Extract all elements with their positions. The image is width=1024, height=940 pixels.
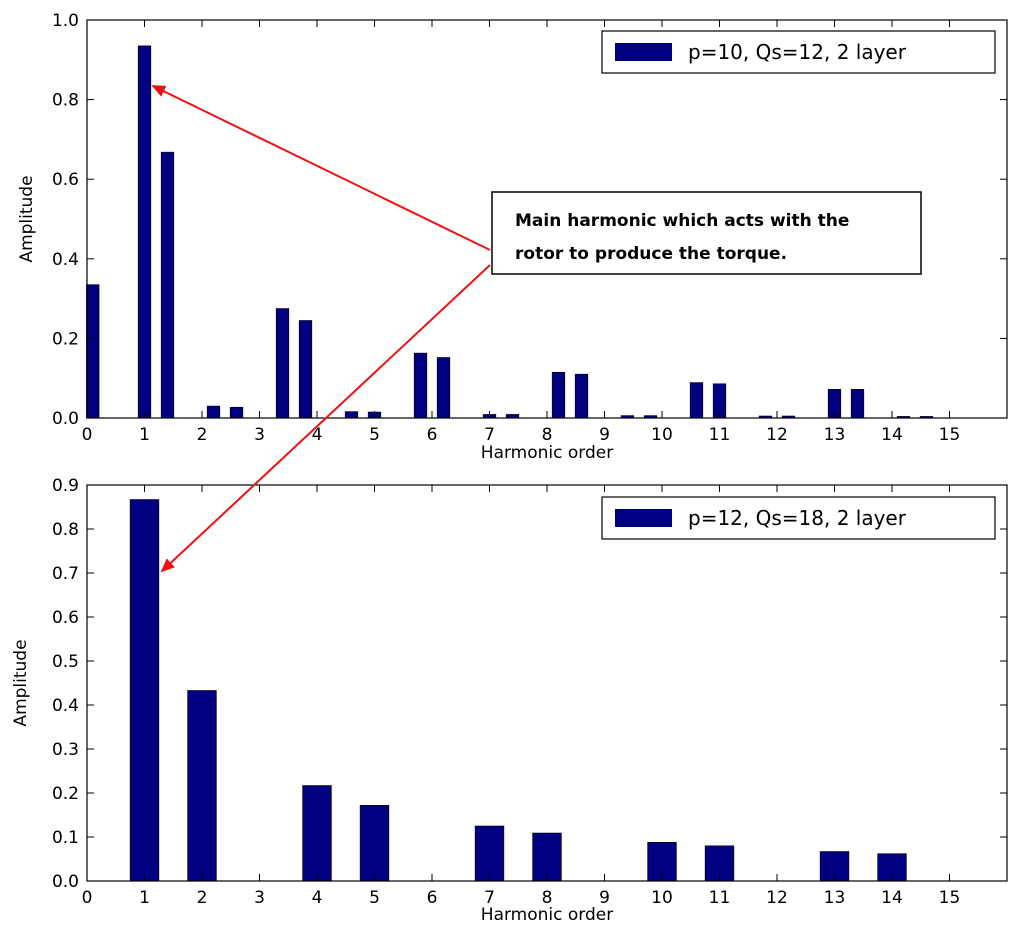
top-x-tick-label: 2	[197, 425, 208, 445]
bottom-x-tick-label: 4	[312, 888, 323, 908]
bottom-y-tick-label: 0.9	[52, 476, 79, 496]
top-bar	[574, 373, 589, 419]
top-chart: 0.00.20.40.60.81.0 0 1 2 3 4 5 6 7 8 9 10 11 12 13 14 1…	[17, 11, 1008, 463]
top-y-tick-label: 0.6	[52, 170, 79, 190]
top-bar	[137, 45, 152, 419]
bottom-x-tick-label: 1	[139, 888, 150, 908]
top-x-tick-label: 14	[881, 425, 903, 445]
bottom-y-tick-label: 0.5	[52, 652, 79, 672]
top-x-ticks: 0 1 2 3 4 5 6 7 8 9 10 11 12 13 14 15	[82, 20, 961, 445]
bottom-bar	[532, 832, 562, 882]
bottom-x-tick-label: 7	[484, 888, 495, 908]
bottom-legend-label: p=12, Qs=18, 2 layer	[688, 506, 907, 530]
top-bar	[689, 382, 704, 419]
top-legend-swatch	[615, 43, 672, 61]
top-x-tick-label: 10	[651, 425, 673, 445]
top-bar	[86, 284, 100, 419]
top-x-tick-label: 9	[599, 425, 610, 445]
callout-line-1: Main harmonic which acts with the	[515, 211, 849, 231]
top-legend-label: p=10, Qs=12, 2 layer	[688, 40, 907, 64]
top-x-tick-label: 13	[824, 425, 846, 445]
top-x-tick-label: 5	[369, 425, 380, 445]
bottom-y-tick-label: 0.4	[52, 696, 79, 716]
top-y-ticks: 0.0 0.2 0.4 0.6 0.8 1.0	[52, 11, 1007, 429]
bottom-y-tick-label: 0.2	[52, 784, 79, 804]
top-bar	[229, 406, 244, 419]
bottom-y-tick-label: 0.7	[52, 564, 79, 584]
top-bar	[551, 371, 566, 419]
top-x-tick-label: 0	[82, 425, 93, 445]
bottom-x-tick-label: 6	[427, 888, 438, 908]
bottom-x-tick-label: 12	[766, 888, 788, 908]
top-bar	[413, 352, 428, 419]
top-y-tick-label: 0.8	[52, 91, 79, 111]
top-x-tick-label: 6	[427, 425, 438, 445]
top-x-tick-label: 15	[939, 425, 961, 445]
bottom-bar	[129, 499, 160, 882]
annotation-callout: Main harmonic which acts with the rotor …	[151, 85, 922, 573]
top-y-tick-label: 1.0	[52, 11, 79, 31]
top-bar	[275, 308, 290, 419]
top-x-tick-label: 4	[312, 425, 323, 445]
bottom-x-tick-label: 2	[197, 888, 208, 908]
top-bars	[86, 45, 934, 419]
callout-arrow-bottom	[160, 264, 491, 573]
bottom-bar	[359, 805, 390, 882]
bottom-y-tick-label: 0.8	[52, 520, 79, 540]
bottom-x-tick-label: 11	[709, 888, 731, 908]
bottom-bars	[129, 499, 907, 882]
bottom-bar	[474, 825, 505, 882]
top-x-tick-label: 11	[709, 425, 731, 445]
bottom-y-tick-label: 0.3	[52, 740, 79, 760]
bottom-x-axis-label: Harmonic order	[481, 905, 613, 925]
top-y-tick-label: 0.2	[52, 329, 79, 349]
bottom-x-tick-label: 9	[599, 888, 610, 908]
callout-line-2: rotor to produce the torque.	[515, 244, 787, 264]
top-x-tick-label: 8	[542, 425, 553, 445]
top-x-tick-label: 1	[139, 425, 150, 445]
bottom-x-tick-label: 10	[651, 888, 673, 908]
bottom-legend-swatch	[615, 509, 672, 527]
bottom-plot-frame	[86, 484, 1008, 882]
bottom-y-tick-label: 0.1	[52, 828, 79, 848]
top-bar	[850, 389, 865, 419]
top-bar	[298, 320, 313, 419]
top-y-axis-label: Amplitude	[17, 175, 37, 262]
bottom-bar	[302, 785, 332, 882]
top-y-tick-label: 0.4	[52, 250, 79, 270]
bottom-bar	[187, 690, 217, 882]
top-x-tick-label: 7	[484, 425, 495, 445]
top-x-axis-label: Harmonic order	[481, 443, 613, 463]
top-x-tick-label: 12	[766, 425, 788, 445]
callout-box	[491, 191, 922, 275]
top-bar	[344, 411, 359, 419]
bottom-x-tick-label: 13	[824, 888, 846, 908]
bottom-x-tick-label: 0	[82, 888, 93, 908]
top-y-tick-label: 0.0	[52, 409, 79, 429]
bottom-y-tick-label: 0.6	[52, 608, 79, 628]
bottom-x-tick-label: 3	[254, 888, 265, 908]
top-bar	[160, 151, 175, 419]
bottom-y-ticks: 0.0 0.1 0.2 0.3 0.4 0.5 0.6 0.7 0.8 0.9	[52, 476, 1007, 892]
bottom-x-tick-label: 15	[939, 888, 961, 908]
bottom-legend: p=12, Qs=18, 2 layer	[601, 496, 996, 540]
bottom-x-tick-label: 14	[881, 888, 903, 908]
top-bar	[436, 357, 451, 419]
bottom-x-tick-label: 8	[542, 888, 553, 908]
top-bar	[206, 405, 221, 419]
bottom-x-ticks: 0 1 2 3 4 5 6 7 8 9 10 11 12 13 14 15	[82, 485, 961, 908]
callout-arrow-top	[151, 85, 491, 251]
top-legend: p=10, Qs=12, 2 layer	[601, 30, 996, 74]
top-x-tick-label: 3	[254, 425, 265, 445]
bottom-x-tick-label: 5	[369, 888, 380, 908]
bottom-y-axis-label: Amplitude	[11, 639, 31, 726]
bottom-y-tick-label: 0.0	[52, 872, 79, 892]
